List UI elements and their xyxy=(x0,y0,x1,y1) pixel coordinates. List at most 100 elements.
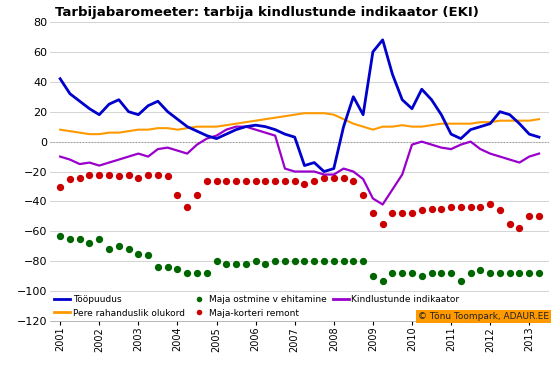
Point xyxy=(232,261,241,267)
Point xyxy=(95,236,104,242)
Point xyxy=(251,258,260,264)
Point xyxy=(466,270,475,276)
Point xyxy=(124,172,133,177)
Point xyxy=(446,204,455,210)
Text: Tarbijabaromeeter: tarbija kindlustunde indikaator (EKI): Tarbijabaromeeter: tarbija kindlustunde … xyxy=(55,6,479,19)
Point xyxy=(339,174,348,180)
Point xyxy=(496,270,505,276)
Point xyxy=(437,270,446,276)
Point xyxy=(417,273,426,279)
Point xyxy=(281,258,290,264)
Point xyxy=(241,261,250,267)
Point xyxy=(261,261,270,267)
Point xyxy=(114,173,123,179)
Point xyxy=(183,204,192,210)
Point xyxy=(144,253,153,258)
Point xyxy=(173,266,182,272)
Point xyxy=(222,261,231,267)
Point xyxy=(349,258,358,264)
Point xyxy=(339,258,348,264)
Point xyxy=(525,214,534,219)
Point xyxy=(466,204,475,210)
Point xyxy=(241,178,250,184)
Point xyxy=(505,221,514,227)
Point xyxy=(144,172,153,177)
Point xyxy=(105,172,114,177)
Point xyxy=(358,258,367,264)
Point xyxy=(456,204,465,210)
Point xyxy=(212,258,221,264)
Point xyxy=(193,193,202,199)
Point xyxy=(55,184,64,189)
Point xyxy=(134,251,143,257)
Point xyxy=(320,258,329,264)
Point xyxy=(368,273,377,279)
Point xyxy=(153,172,162,177)
Point xyxy=(251,178,260,184)
Point xyxy=(183,270,192,276)
Point xyxy=(124,246,133,252)
Point xyxy=(232,178,241,184)
Point xyxy=(153,264,162,270)
Point xyxy=(222,178,231,184)
Point xyxy=(398,270,407,276)
Point xyxy=(446,270,455,276)
Point xyxy=(427,270,436,276)
Point xyxy=(408,211,417,216)
Point xyxy=(427,206,436,212)
Point xyxy=(368,211,377,216)
Point xyxy=(388,211,397,216)
Point xyxy=(486,201,494,207)
Point xyxy=(496,208,505,214)
Point xyxy=(398,211,407,216)
Point xyxy=(212,178,221,184)
Point xyxy=(358,193,367,199)
Point xyxy=(349,178,358,184)
Point xyxy=(320,174,329,180)
Point xyxy=(310,178,319,184)
Point xyxy=(476,268,485,273)
Point xyxy=(300,258,309,264)
Point xyxy=(75,174,84,180)
Point xyxy=(437,206,446,212)
Text: © Tõnu Toompark, ADAUR.EE: © Tõnu Toompark, ADAUR.EE xyxy=(418,312,549,321)
Point xyxy=(535,214,544,219)
Point xyxy=(329,174,338,180)
Point xyxy=(95,172,104,177)
Point xyxy=(66,176,74,182)
Point xyxy=(85,241,94,246)
Point xyxy=(408,270,417,276)
Point xyxy=(515,270,524,276)
Point xyxy=(55,233,64,239)
Point xyxy=(163,173,172,179)
Point xyxy=(329,258,338,264)
Point xyxy=(290,258,299,264)
Point xyxy=(270,258,279,264)
Point xyxy=(261,178,270,184)
Point xyxy=(163,264,172,270)
Point xyxy=(281,178,290,184)
Point xyxy=(525,270,534,276)
Point xyxy=(456,278,465,284)
Point xyxy=(173,193,182,199)
Point xyxy=(75,236,84,242)
Legend: Tööpuudus, Pere rahanduslik olukord, Maja ostmine v ehitamine, Maja-korteri remo: Tööpuudus, Pere rahanduslik olukord, Maj… xyxy=(50,292,463,321)
Point xyxy=(378,221,387,227)
Point xyxy=(378,278,387,284)
Point xyxy=(66,236,74,242)
Point xyxy=(535,270,544,276)
Point xyxy=(310,258,319,264)
Point xyxy=(505,270,514,276)
Point xyxy=(270,178,279,184)
Point xyxy=(388,270,397,276)
Point xyxy=(476,204,485,210)
Point xyxy=(515,226,524,231)
Point xyxy=(202,178,211,184)
Point xyxy=(134,174,143,180)
Point xyxy=(300,181,309,187)
Point xyxy=(290,178,299,184)
Point xyxy=(105,246,114,252)
Point xyxy=(486,270,494,276)
Point xyxy=(85,172,94,177)
Point xyxy=(193,270,202,276)
